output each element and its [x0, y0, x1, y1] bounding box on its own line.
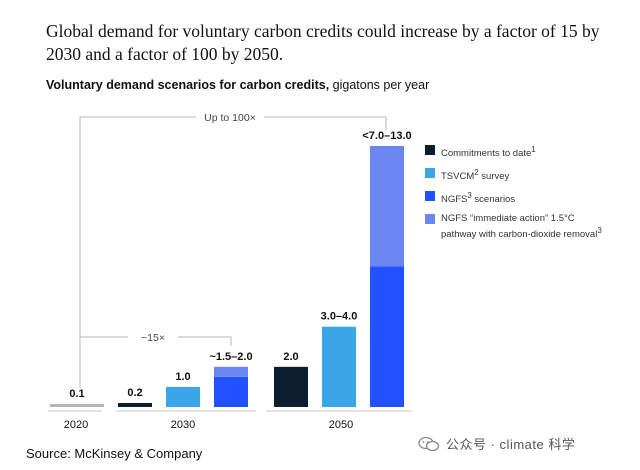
bar-2050-ngfs_immediate	[370, 146, 404, 267]
x-tick-2050: 2050	[329, 419, 353, 431]
watermark-text: 公众号 · climate 科学	[446, 437, 576, 452]
legend-label-ngfs: NGFS3 scenarios	[441, 191, 516, 206]
subtitle-bold: Voluntary demand scenarios for carbon cr…	[46, 78, 330, 92]
legend-swatch-ngfs	[425, 191, 435, 202]
data-label-2030-2: 1.0	[175, 371, 190, 383]
bar-2030-tsvcm	[166, 386, 200, 407]
legend-swatch-tsvcm	[425, 168, 435, 179]
legend-item-tsvcm: TSVCM2 survey	[425, 167, 635, 183]
annotation-100x: Up to 100×	[204, 112, 256, 124]
bar-2050-commitments	[274, 366, 308, 407]
bar-2020-baseline	[50, 404, 104, 407]
bracket-15x-right	[178, 336, 232, 346]
x-tick-2030: 2030	[171, 419, 195, 431]
bar-2050-ngfs	[370, 266, 404, 407]
data-label-2050-6: <7.0–13.0	[362, 130, 411, 142]
legend-swatch-commitments	[425, 145, 435, 155]
legend-swatch-ngfs-immediate	[425, 214, 435, 225]
source-note: Source: McKinsey & Company	[26, 446, 203, 461]
legend-item-commitments: Commitments to date1	[425, 144, 635, 160]
bar-2030-commitments	[118, 402, 152, 407]
chart-legend: Commitments to date1 TSVCM2 survey NGFS3…	[425, 144, 635, 249]
bar-2030-ngfs_immediate	[214, 366, 248, 377]
data-label-2050-4: 2.0	[283, 351, 298, 363]
chart-subtitle: Voluntary demand scenarios for carbon cr…	[46, 78, 429, 92]
data-label-2030-1: 0.2	[127, 387, 142, 399]
data-label-2020-0: 0.1	[69, 388, 84, 400]
legend-item-ngfs-immediate: NGFS “immediate action” 1.5°C pathway wi…	[425, 213, 635, 241]
chart-title: Global demand for voluntary carbon credi…	[46, 21, 600, 64]
annotation-15x: ~15×	[141, 332, 165, 344]
data-label-2030-3: ~1.5–2.0	[209, 351, 252, 363]
watermark: 公众号 · climate 科学	[418, 434, 575, 453]
bar-2030-ngfs	[214, 376, 248, 407]
bar-2050-tsvcm	[322, 326, 356, 407]
bracket-100x-left	[79, 116, 196, 388]
data-label-2050-5: 3.0–4.0	[321, 311, 358, 323]
legend-label-ngfs-immediate: NGFS “immediate action” 1.5°C pathway wi…	[441, 213, 602, 241]
legend-item-ngfs: NGFS3 scenarios	[425, 190, 635, 206]
wechat-icon	[418, 436, 440, 451]
bracket-100x-right	[264, 116, 387, 130]
x-tick-2020: 2020	[64, 419, 88, 431]
legend-label-commitments: Commitments to date1	[441, 145, 536, 160]
legend-label-tsvcm: TSVCM2 survey	[441, 168, 510, 183]
subtitle-units: gigatons per year	[329, 78, 430, 92]
